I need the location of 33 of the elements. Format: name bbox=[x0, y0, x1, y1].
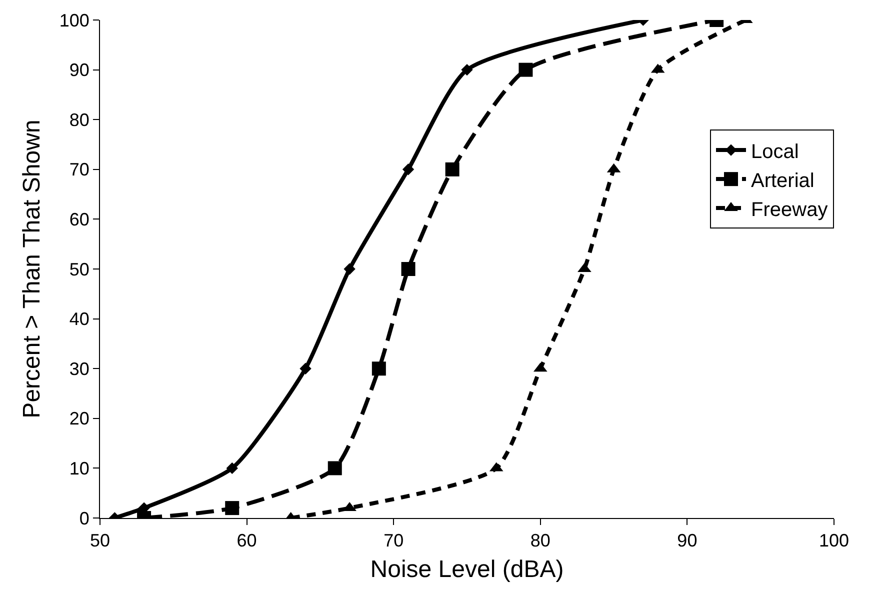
x-tick-label: 60 bbox=[236, 530, 257, 551]
point bbox=[445, 162, 460, 176]
point bbox=[401, 262, 416, 276]
point bbox=[461, 64, 473, 76]
y-tick-label: 60 bbox=[69, 210, 90, 230]
x-tick-label: 80 bbox=[530, 530, 550, 551]
point bbox=[225, 501, 240, 516]
y-tick-label: 0 bbox=[79, 508, 90, 528]
y-tick-label: 30 bbox=[69, 358, 90, 379]
point bbox=[300, 362, 312, 374]
x-tick-label: 70 bbox=[384, 530, 404, 551]
y-tick-label: 80 bbox=[69, 110, 90, 130]
point bbox=[344, 263, 356, 275]
legend-label: Freeway bbox=[751, 198, 828, 221]
point bbox=[402, 164, 414, 176]
y-axis-title: Percent > Than That Shown bbox=[18, 120, 46, 418]
y-tick-label: 40 bbox=[69, 309, 90, 330]
point bbox=[372, 362, 386, 376]
y-tick-label: 70 bbox=[69, 160, 90, 180]
y-tick-label: 90 bbox=[69, 60, 90, 80]
point bbox=[328, 461, 342, 476]
y-tick-label: 100 bbox=[59, 10, 90, 30]
x-tick-label: 50 bbox=[90, 530, 110, 551]
legend-label: Arterial bbox=[751, 170, 814, 192]
legend-label: Local bbox=[751, 140, 799, 163]
y-tick-label: 10 bbox=[69, 458, 90, 478]
x-tick-label: 100 bbox=[818, 530, 850, 551]
y-tick-label: 50 bbox=[69, 259, 90, 280]
point bbox=[518, 62, 533, 77]
point bbox=[226, 462, 238, 474]
x-tick-label: 90 bbox=[677, 530, 698, 551]
x-axis-title: Noise Level (dBA) bbox=[370, 556, 564, 583]
y-tick-label: 20 bbox=[69, 408, 90, 429]
